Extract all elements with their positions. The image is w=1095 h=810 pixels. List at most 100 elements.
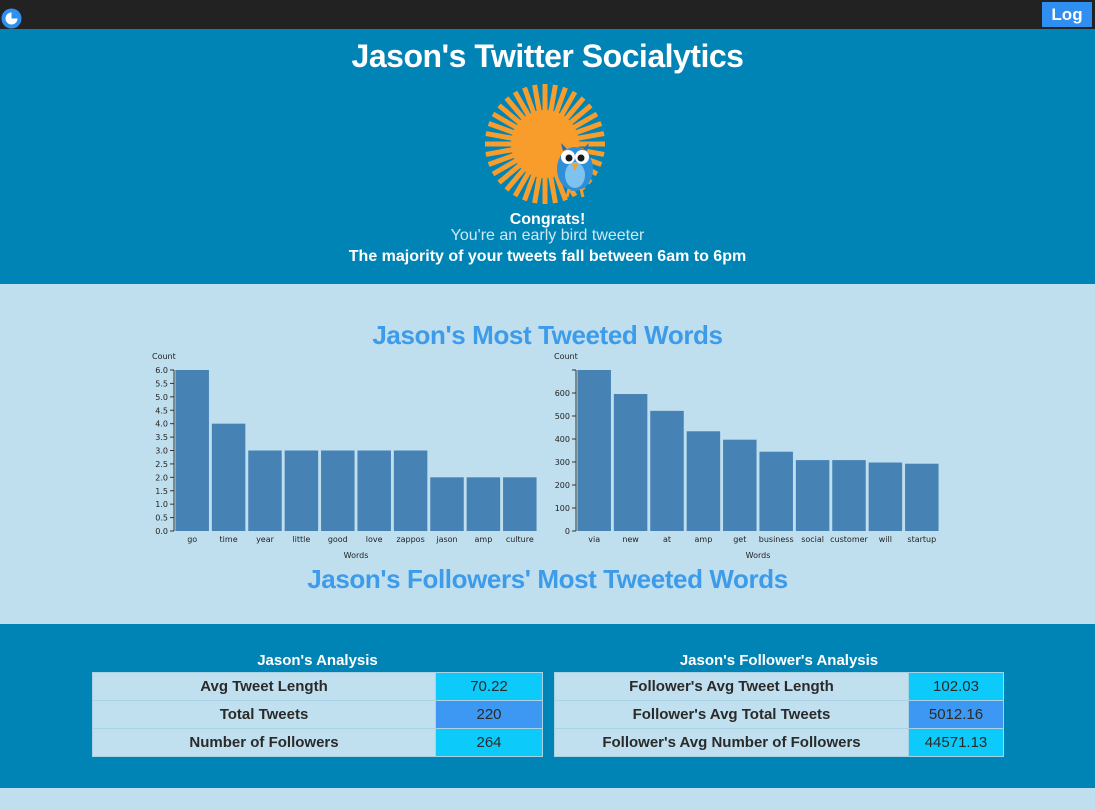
bar	[430, 477, 464, 531]
stat-value: 102.03	[908, 672, 1004, 701]
y-tick-label: 100	[555, 504, 570, 513]
jason-analysis-title: Jason's Analysis	[257, 652, 378, 669]
y-tick-label: 500	[555, 412, 570, 421]
bar	[613, 394, 648, 531]
y-tick-label: 3.0	[155, 447, 168, 456]
x-tick-label: zappos	[396, 535, 424, 544]
sun-with-owl-bird-icon	[485, 84, 605, 204]
x-tick-label: love	[366, 535, 383, 544]
tweet-time-summary: The majority of your tweets fall between…	[348, 248, 747, 265]
y-tick-label: 3.5	[155, 433, 168, 442]
y-tick-label: 2.5	[155, 460, 168, 469]
x-tick-label: culture	[506, 535, 534, 544]
y-tick-label: 0	[565, 527, 570, 536]
x-tick-label: amp	[695, 535, 713, 544]
stat-value: 5012.16	[908, 700, 1004, 729]
x-axis-label: Words	[344, 551, 369, 560]
page-title: Jason's Twitter Socialytics	[351, 38, 744, 74]
bar	[357, 450, 391, 531]
x-tick-label: jason	[435, 535, 457, 544]
y-tick-label: 600	[555, 389, 570, 398]
jason-analysis-panel: Jason's Analysis Avg Tweet Length 70.22 …	[92, 652, 543, 757]
most-tweeted-words-title: Jason's Most Tweeted Words	[372, 320, 723, 350]
x-tick-label: new	[622, 535, 639, 544]
congrats-text: Congrats!	[509, 211, 586, 228]
stat-label: Number of Followers	[92, 728, 436, 757]
y-tick-label: 0.5	[155, 514, 168, 523]
analysis-section: Jason's Analysis Avg Tweet Length 70.22 …	[0, 624, 1095, 788]
followers-analysis-title: Jason's Follower's Analysis	[679, 652, 879, 669]
x-tick-label: startup	[907, 535, 936, 544]
bar	[723, 439, 757, 531]
top-navbar: Log in	[0, 0, 1095, 49]
y-tick-label: 2.0	[155, 473, 168, 482]
bar	[577, 370, 611, 531]
bar	[466, 477, 501, 531]
bar	[686, 431, 721, 531]
y-axis-label: Count	[152, 352, 176, 361]
bar	[321, 450, 355, 531]
bar	[393, 450, 428, 531]
bar	[211, 423, 246, 531]
bar	[832, 460, 866, 531]
footer-strip	[0, 788, 1095, 810]
table-row: Follower's Avg Total Tweets 5012.16	[554, 700, 1004, 729]
stat-label: Follower's Avg Number of Followers	[554, 728, 909, 757]
x-tick-label: go	[187, 535, 197, 544]
jason-words-chart: Count 0.0 0.5 1.0 1.5 2.0 2.5 3.0 3.5 4.0 4.5 5.0 5.…	[152, 352, 537, 560]
stat-label: Total Tweets	[92, 700, 436, 729]
followers-words-title: Jason's Followers' Most Tweeted Words	[307, 564, 788, 594]
bar	[868, 462, 903, 531]
stat-label: Follower's Avg Total Tweets	[554, 700, 909, 729]
stat-value: 44571.13	[908, 728, 1004, 757]
y-axis-label: Count	[554, 352, 578, 361]
bar	[175, 370, 209, 531]
x-tick-label: little	[292, 535, 310, 544]
followers-analysis-panel: Jason's Follower's Analysis Follower's A…	[554, 652, 1004, 757]
stat-label: Avg Tweet Length	[92, 672, 436, 701]
early-bird-badge: You're an early bird tweeter	[450, 227, 645, 244]
x-axis-label: Words	[746, 551, 771, 560]
x-tick-label: via	[588, 535, 600, 544]
y-tick-label: 200	[555, 481, 570, 490]
x-tick-label: social	[801, 535, 824, 544]
stat-label: Follower's Avg Tweet Length	[554, 672, 909, 701]
pie-chart-icon[interactable]	[1, 8, 22, 29]
x-tick-label: year	[256, 535, 275, 544]
bar	[759, 451, 793, 531]
y-tick-label: 1.0	[155, 500, 168, 509]
x-tick-label: will	[879, 535, 892, 544]
x-tick-label: good	[328, 535, 348, 544]
x-tick-label: customer	[830, 535, 868, 544]
stat-value: 220	[435, 700, 543, 729]
y-tick-label: 6.0	[155, 366, 168, 375]
followers-words-chart: Count 0 100 200 300 400 500 600 via new at amp get bu…	[554, 352, 939, 560]
bar	[248, 450, 282, 531]
x-tick-label: amp	[475, 535, 493, 544]
x-tick-label: time	[220, 535, 238, 544]
bar	[905, 463, 939, 531]
x-tick-label: at	[663, 535, 671, 544]
table-row: Follower's Avg Number of Followers 44571…	[554, 728, 1004, 757]
y-tick-label: 1.5	[155, 487, 168, 496]
table-row: Number of Followers 264	[92, 728, 543, 757]
y-tick-label: 5.0	[155, 393, 168, 402]
hero-section: Jason's Twitter Socialytics Congrats! Yo…	[0, 29, 1095, 284]
y-tick-label: 0.0	[155, 527, 168, 536]
stat-value: 70.22	[435, 672, 543, 701]
y-tick-label: 300	[555, 458, 570, 467]
table-row: Follower's Avg Tweet Length 102.03	[554, 672, 1004, 701]
jason-analysis-table: Avg Tweet Length 70.22 Total Tweets 220 …	[92, 672, 543, 757]
bar	[650, 410, 684, 531]
x-tick-label: business	[759, 535, 794, 544]
most-tweeted-words-section: Jason's Most Tweeted Words Count 0.0 0.5 1.…	[0, 284, 1095, 624]
login-button[interactable]: Log in	[1042, 2, 1092, 49]
bar	[503, 477, 537, 531]
bar	[795, 460, 830, 531]
y-tick-label: 4.5	[155, 406, 168, 415]
y-tick-label: 400	[555, 435, 570, 444]
stat-value: 264	[435, 728, 543, 757]
y-tick-label: 5.5	[155, 379, 168, 388]
bar	[284, 450, 319, 531]
table-row: Total Tweets 220	[92, 700, 543, 729]
